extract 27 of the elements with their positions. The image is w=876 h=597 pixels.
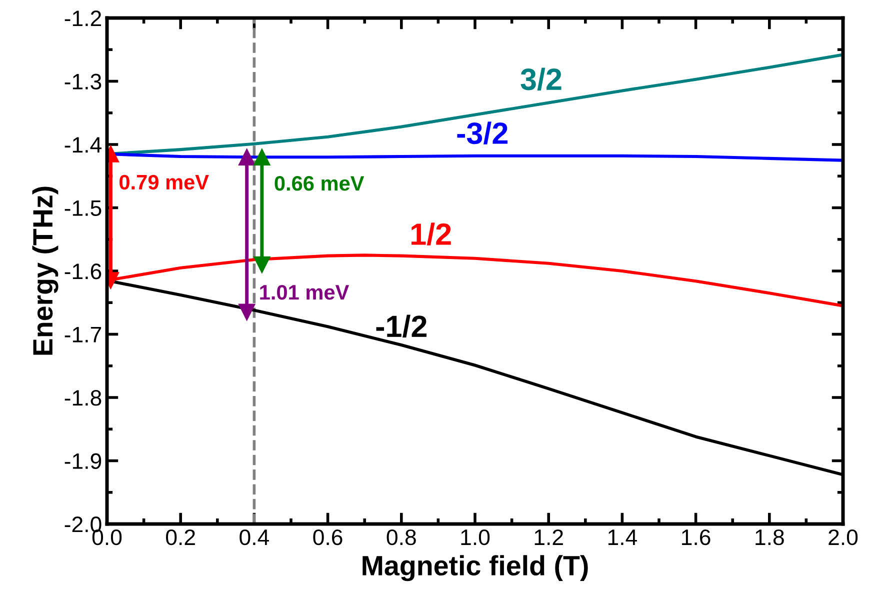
y-tick-label: -1.7 (64, 327, 102, 342)
y-tick-label: -1.4 (64, 137, 102, 153)
series-label: 1/2 (412, 222, 451, 246)
y-tick-label: -1.8 (64, 390, 102, 406)
y-tick-label: -1.6 (64, 264, 102, 280)
y-tick-label: -1.2 (64, 10, 102, 26)
y-tick-label: -1.5 (64, 200, 102, 216)
x-tick-label: 1.4 (608, 530, 637, 545)
y-tick-label: -1.3 (64, 74, 102, 90)
x-tick-label: 0.8 (386, 529, 416, 546)
x-tick-label: 1.8 (756, 529, 784, 546)
series-label: 3/2 (520, 68, 562, 90)
x-tick-label: 0.6 (313, 529, 342, 546)
y-axis-title: Energy (THz) (32, 186, 58, 355)
x-tick-label: 0.2 (166, 529, 195, 546)
x-axis-title: Magnetic field (T) (362, 555, 588, 582)
y-tick-label: -1.9 (64, 453, 102, 470)
x-tick-label: 1.2 (534, 529, 563, 545)
series-label: 0.66 meV (274, 176, 364, 191)
series-label: -3/2 (457, 122, 508, 144)
series-label: -1/2 (376, 314, 427, 338)
x-tick-label: 1.0 (461, 529, 490, 546)
series-label: 0.79 meV (120, 174, 209, 190)
series-label: 1.01 meV (260, 284, 350, 300)
x-tick-label: 2.0 (828, 529, 858, 546)
x-tick-label: 0.4 (240, 529, 269, 546)
x-tick-label: 1.6 (682, 529, 710, 546)
